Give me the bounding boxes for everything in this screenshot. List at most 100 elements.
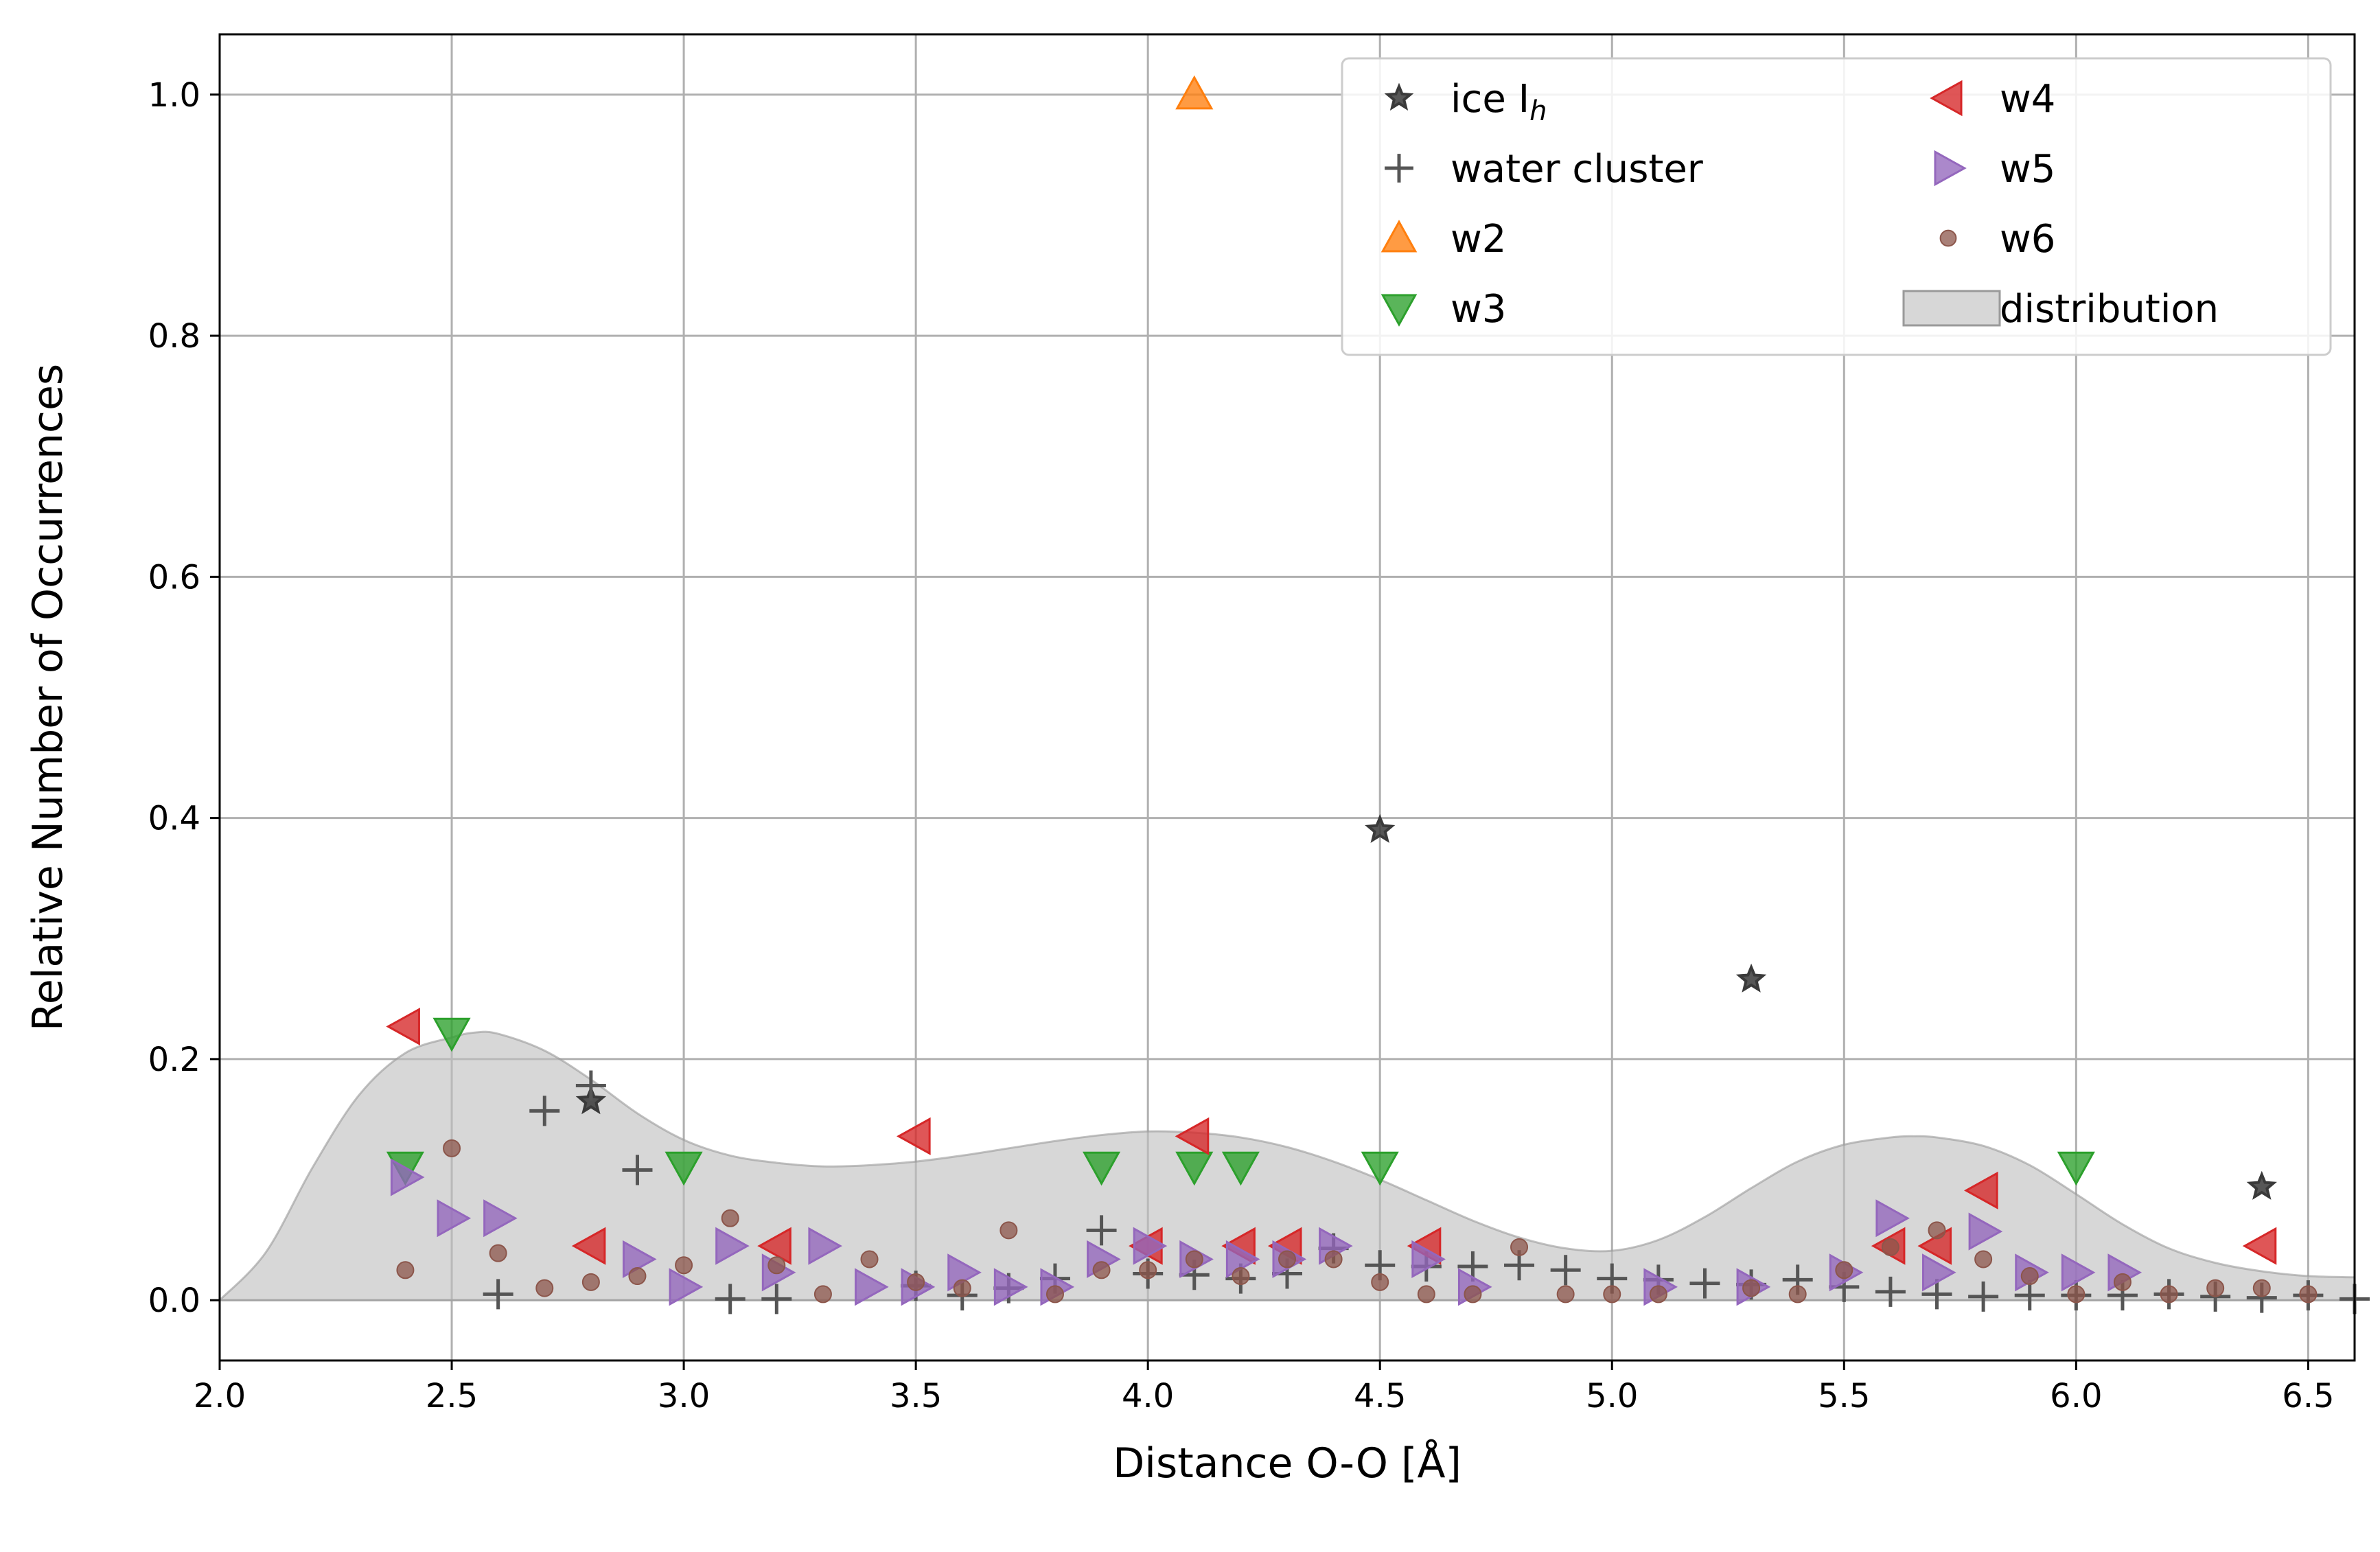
x-tick-label: 3.5 bbox=[890, 1377, 942, 1415]
legend-label-text: w3 bbox=[1451, 287, 1506, 332]
data-point bbox=[1922, 1253, 1956, 1292]
x-tick-label: 3.0 bbox=[658, 1377, 710, 1415]
data-point bbox=[665, 1151, 703, 1186]
legend-label: w5 bbox=[2000, 147, 2055, 192]
x-tick-label: 2.0 bbox=[194, 1377, 246, 1415]
data-point bbox=[1361, 1151, 1399, 1186]
y-tick-label: 0.4 bbox=[148, 800, 200, 838]
legend-marker bbox=[1930, 80, 1963, 117]
x-tick-label: 4.5 bbox=[1354, 1377, 1406, 1415]
data-point bbox=[1875, 1199, 1910, 1238]
data-point bbox=[1000, 1221, 1018, 1240]
legend-label: ice Ih bbox=[1451, 77, 1547, 127]
data-point bbox=[1689, 1268, 1720, 1299]
data-point bbox=[2299, 1285, 2318, 1304]
data-point bbox=[1411, 1240, 1446, 1279]
data-point bbox=[2113, 1273, 2131, 1291]
data-point bbox=[1603, 1285, 1621, 1304]
plot-frame bbox=[218, 33, 2356, 1362]
data-point bbox=[628, 1267, 647, 1286]
data-point bbox=[1133, 1227, 1168, 1265]
data-point bbox=[529, 1096, 560, 1126]
x-axis-label: Distance O-O [Å] bbox=[1113, 1439, 1461, 1487]
data-point bbox=[808, 1227, 842, 1265]
data-point bbox=[860, 1250, 879, 1269]
data-point bbox=[2246, 1170, 2277, 1200]
x-tick-label: 5.5 bbox=[1818, 1377, 1870, 1415]
legend-label-text: ice I bbox=[1451, 77, 1529, 121]
data-point bbox=[715, 1227, 750, 1265]
x-tick-label: 5.0 bbox=[1586, 1377, 1638, 1415]
legend-label: w3 bbox=[1451, 287, 1506, 332]
data-point bbox=[1735, 963, 1767, 993]
data-point bbox=[1556, 1285, 1575, 1304]
data-point bbox=[675, 1256, 693, 1275]
data-point bbox=[2242, 1227, 2277, 1265]
legend-label-text: w4 bbox=[2000, 77, 2055, 121]
data-point bbox=[1835, 1261, 1853, 1279]
data-point bbox=[1964, 1171, 1998, 1209]
y-tick-label: 1.0 bbox=[148, 76, 200, 115]
data-point bbox=[715, 1284, 746, 1314]
legend-label-text: w5 bbox=[2000, 147, 2055, 192]
data-point bbox=[1921, 1279, 1952, 1310]
data-point bbox=[581, 1273, 600, 1291]
y-axis-label: Relative Number of Occurrences bbox=[24, 364, 72, 1031]
x-tick-label: 6.0 bbox=[2050, 1377, 2102, 1415]
y-tick-label: 0.0 bbox=[148, 1282, 200, 1320]
data-point bbox=[761, 1284, 792, 1314]
series-2 bbox=[1175, 75, 1214, 110]
legend-marker bbox=[1380, 220, 1418, 253]
data-point bbox=[437, 1199, 472, 1238]
data-point bbox=[2014, 1280, 2045, 1311]
data-point bbox=[1974, 1250, 1993, 1269]
data-point bbox=[1221, 1151, 1260, 1186]
distribution-area-path bbox=[217, 1030, 2356, 1301]
data-point bbox=[2206, 1279, 2225, 1297]
data-point bbox=[1649, 1285, 1667, 1304]
data-point bbox=[483, 1279, 513, 1310]
data-point bbox=[386, 1007, 420, 1046]
data-point bbox=[432, 1017, 471, 1052]
data-point bbox=[855, 1268, 889, 1306]
data-point bbox=[2067, 1285, 2086, 1304]
data-point bbox=[1139, 1261, 1157, 1279]
data-point bbox=[1968, 1212, 2003, 1251]
data-point bbox=[1175, 1117, 1210, 1155]
data-point bbox=[669, 1268, 704, 1306]
data-point bbox=[1510, 1238, 1529, 1256]
data-point bbox=[1324, 1250, 1343, 1269]
data-point bbox=[571, 1227, 606, 1265]
data-point bbox=[1742, 1279, 1761, 1297]
data-point bbox=[1092, 1261, 1111, 1279]
data-point bbox=[993, 1268, 1028, 1306]
data-point bbox=[1550, 1255, 1581, 1286]
series-markers bbox=[386, 75, 2370, 1314]
data-point bbox=[1175, 75, 1214, 110]
data-point bbox=[1928, 1221, 1946, 1240]
legend-label: water cluster bbox=[1451, 147, 1704, 192]
data-point bbox=[1464, 1285, 1482, 1304]
data-point bbox=[2057, 1151, 2095, 1186]
data-point bbox=[1232, 1267, 1250, 1286]
legend-label: distribution bbox=[2000, 287, 2219, 332]
legend-label-text: water cluster bbox=[1451, 147, 1704, 192]
data-point bbox=[2160, 1285, 2178, 1304]
data-point bbox=[575, 1070, 606, 1101]
axis-ticks: 2.0 2.5 3.0 3.5 4.0 4.5 5.0 5.5 6.0 6.5 0.0 0.2 0.4 0… bbox=[148, 76, 2335, 1415]
y-tick-label: 0.2 bbox=[148, 1041, 200, 1079]
data-point bbox=[1086, 1215, 1117, 1246]
legend-marker bbox=[1385, 154, 1413, 183]
data-point bbox=[535, 1279, 554, 1297]
data-point bbox=[1875, 1276, 1906, 1307]
data-point bbox=[443, 1139, 461, 1157]
legend-label-text: w6 bbox=[2000, 217, 2055, 262]
data-point bbox=[390, 1158, 425, 1196]
x-tick-label: 6.5 bbox=[2282, 1377, 2334, 1415]
data-point bbox=[489, 1244, 507, 1262]
legend-box bbox=[1341, 57, 2332, 356]
x-tick-label: 2.5 bbox=[426, 1377, 478, 1415]
data-point bbox=[483, 1199, 518, 1238]
y-tick-label: 0.6 bbox=[148, 558, 200, 597]
